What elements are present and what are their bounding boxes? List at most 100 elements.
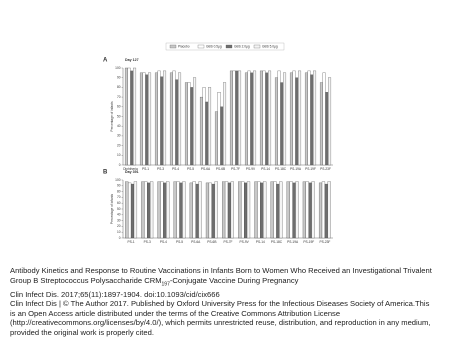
y-tick-label: 10 [117, 153, 121, 157]
bar [268, 70, 272, 166]
bar [265, 72, 269, 166]
bar [238, 181, 242, 239]
bar [262, 70, 266, 166]
bar [279, 181, 283, 239]
bar [304, 72, 308, 166]
panel-subtitle: Day 127 [125, 58, 139, 62]
y-tick-label: 100 [115, 178, 121, 182]
bar [176, 181, 180, 239]
bar [276, 183, 280, 239]
bar [302, 181, 307, 239]
x-tick-label: PS-19F [303, 240, 314, 244]
legend-label: Placebo [178, 44, 190, 48]
bar [319, 82, 323, 166]
bar [308, 182, 312, 239]
y-tick-label: 90 [117, 76, 121, 80]
caption-citation: Clin Infect Dis. 2017;65(11):1897-1904. … [10, 289, 220, 299]
bar [163, 70, 167, 166]
bar [190, 87, 194, 166]
bar [322, 72, 326, 166]
bar [182, 181, 186, 239]
x-tick-label: PS-9V [246, 167, 256, 171]
y-tick-label: 40 [117, 124, 121, 128]
panel-label: A [103, 58, 108, 64]
bar [318, 182, 323, 239]
x-tick-label: PS-7F [231, 167, 240, 171]
y-tick-label: 50 [117, 114, 121, 118]
bar [199, 96, 203, 166]
caption-license: Clin Infect Dis | © The Author 2017. Pub… [10, 299, 431, 338]
y-tick-label: 30 [117, 218, 121, 222]
y-tick-label: 40 [117, 213, 121, 217]
x-tick-label: PS-3 [144, 240, 151, 244]
x-tick-label: PS-14 [256, 240, 265, 244]
bar [214, 111, 218, 166]
bar [124, 67, 128, 166]
bar [311, 181, 315, 239]
x-tick-label: PS-3 [157, 167, 164, 171]
bar [208, 182, 212, 239]
x-tick-label: PS-19F [305, 167, 316, 171]
y-tick-label: 90 [117, 184, 121, 188]
bar [244, 182, 248, 239]
bar [127, 67, 131, 166]
x-tick-label: PS-9V [240, 240, 250, 244]
legend-swatch [225, 44, 233, 49]
bar [254, 181, 258, 239]
bar [160, 181, 164, 239]
bar [195, 183, 199, 239]
bar [257, 181, 261, 239]
x-tick-label: PS-7F [223, 240, 232, 244]
bar [141, 181, 145, 239]
panel-subtitle: Day 391 [125, 170, 139, 174]
legend-box [165, 42, 285, 51]
bar [292, 182, 296, 239]
bar [128, 182, 132, 239]
caption-title: Antibody Kinetics and Response to Routin… [10, 266, 432, 285]
bar [250, 72, 254, 166]
bar [125, 181, 129, 239]
bar [232, 70, 236, 166]
bar [280, 82, 284, 166]
bar [157, 70, 161, 166]
bar [178, 72, 182, 166]
bar [148, 72, 152, 166]
bar [130, 70, 134, 166]
bar [289, 181, 293, 239]
x-tick-label: PS-1 [142, 167, 149, 171]
y-tick-label: 70 [117, 95, 121, 99]
bar [133, 181, 138, 239]
y-tick-label: 0 [119, 163, 121, 167]
bar [241, 181, 245, 239]
y-tick-label: 80 [117, 85, 121, 89]
bar [149, 181, 154, 239]
bar [321, 181, 326, 239]
bar [263, 181, 267, 239]
bar [157, 181, 161, 239]
x-tick-label: PS-1 [128, 240, 135, 244]
x-tick-label: PS-5 [187, 167, 194, 171]
legend-swatch [197, 44, 205, 49]
bar [223, 82, 227, 166]
bar [298, 70, 302, 166]
x-tick-label: PS-19A [290, 167, 302, 171]
bar [283, 72, 287, 166]
bar [193, 77, 197, 166]
bar [202, 87, 206, 166]
legend-label: GBS 2.0µg [234, 44, 250, 48]
x-tick-label: PS-19A [287, 240, 299, 244]
legend-swatch [253, 44, 261, 49]
bar [160, 76, 164, 166]
figure: Placebo GBS 0.5µg GBS 2.0µg GBS 5.0µg A Day 1… [103, 42, 333, 244]
bar [253, 70, 257, 166]
legend-swatch [169, 44, 177, 49]
bar [286, 181, 290, 239]
bar [295, 77, 299, 166]
caption-title-block: Antibody Kinetics and Response to Routin… [10, 266, 435, 290]
y-tick-label: 60 [117, 201, 121, 205]
bar [166, 181, 170, 239]
y-tick-label: 20 [117, 224, 121, 228]
panel-label: B [103, 170, 108, 176]
bar [270, 181, 274, 239]
